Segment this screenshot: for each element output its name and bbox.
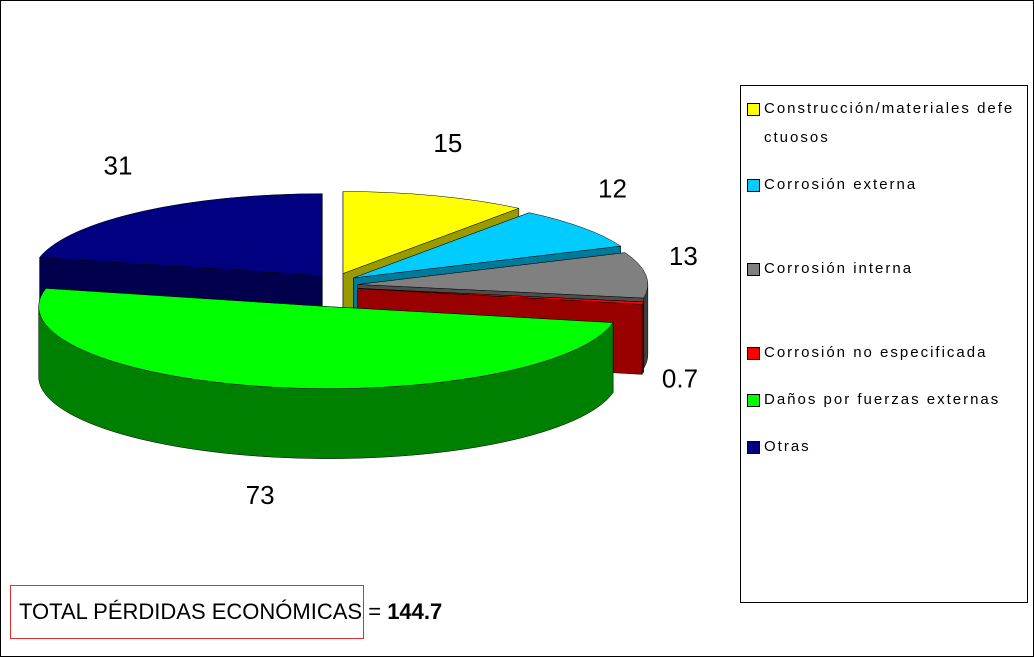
legend-label: Corrosión interna: [764, 260, 914, 277]
legend: Construcción/materiales defectuosos Corro…: [740, 85, 1028, 603]
slice-side: [641, 301, 644, 376]
data-label: 12: [598, 173, 627, 203]
slice: [39, 193, 323, 276]
legend-swatch: [747, 103, 760, 116]
pie-area: 15 12 13 0.7 73 31: [38, 128, 698, 510]
data-label: 31: [104, 150, 133, 180]
total-box: TOTAL PÉRDIDAS ECONÓMICAS = 144.7: [10, 585, 442, 639]
slice: [38, 288, 614, 389]
data-label: 73: [246, 480, 275, 510]
legend-swatch: [747, 263, 760, 276]
legend-item: Otras: [747, 432, 1021, 461]
legend-item: Corrosión interna: [747, 254, 1021, 283]
legend-label: Daños por fuerzas externas: [764, 391, 1001, 408]
slice: [357, 288, 645, 305]
data-label: 15: [433, 128, 462, 158]
legend-label: Corrosión externa: [764, 176, 918, 193]
legend-swatch: [747, 347, 760, 360]
legend-swatch: [747, 179, 760, 192]
data-label: 13: [669, 241, 698, 271]
legend-item: Corrosión externa: [747, 170, 1021, 199]
legend-swatch: [747, 441, 760, 454]
legend-label: Construcción/materiales defectuosos: [764, 100, 1015, 146]
legend-item: Daños por fuerzas externas: [747, 385, 1021, 414]
slice: [357, 252, 649, 299]
total-text: TOTAL PÉRDIDAS ECONÓMICAS =: [19, 599, 382, 624]
legend-label: Corrosión no especificada: [764, 344, 988, 361]
total-value: 144.7: [387, 599, 443, 624]
data-label: 0.7: [662, 363, 698, 393]
legend-item: Corrosión no especificada: [747, 338, 1021, 367]
slice: [342, 191, 520, 274]
legend-swatch: [747, 394, 760, 407]
legend-label: Otras: [764, 438, 811, 455]
legend-item: Construcción/materiales defectuosos: [747, 94, 1021, 152]
slice: [353, 212, 622, 279]
